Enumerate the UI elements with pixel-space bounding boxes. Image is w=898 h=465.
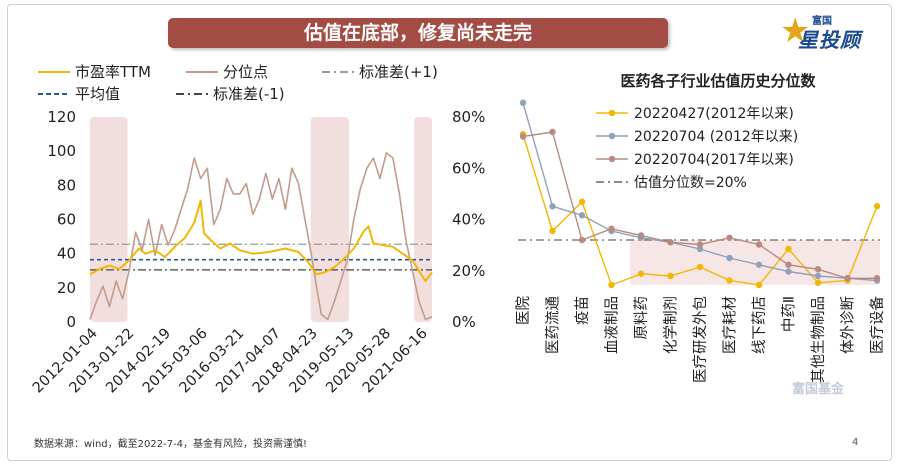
right-legend-label: 20220704 (2012年以来) <box>634 129 798 145</box>
left-y-tick-label: 60 <box>57 211 76 229</box>
brand-logo: ★ 富国 星投顾 <box>778 8 888 52</box>
series-3-point <box>667 239 674 246</box>
star-icon: ★ <box>780 11 811 51</box>
left-y-tick-label: 20 <box>57 279 76 297</box>
right-legend-marker <box>608 109 616 117</box>
category-label: 其他生物制品 <box>810 296 827 383</box>
category-label: 中药Ⅱ <box>781 296 798 332</box>
series-3-point <box>726 234 733 241</box>
logo-text: 星投顾 <box>798 28 861 52</box>
series-2-point <box>549 203 556 210</box>
category-label: 体外诊断 <box>840 296 857 354</box>
right-legend-marker <box>608 132 616 140</box>
left-y-tick-label: 0 <box>66 313 76 331</box>
series-1-point <box>726 277 733 284</box>
series-1-point <box>873 203 881 210</box>
percentile-series-line <box>89 152 433 321</box>
series-1-point <box>755 281 763 289</box>
shaded-period-2 <box>310 117 349 322</box>
category-label: 疫苗 <box>574 296 591 325</box>
series-1-point <box>637 270 645 277</box>
category-label: 医院 <box>515 296 532 325</box>
legend-label: 市盈率TTM <box>75 63 151 81</box>
right-legend-marker <box>608 155 616 163</box>
category-label: 化学制剂 <box>663 296 680 354</box>
series-2-point <box>785 268 792 275</box>
watermark-text: 富国基金 <box>792 382 845 397</box>
series-2-point <box>696 245 704 253</box>
right-y-tick-label: 60% <box>452 159 485 177</box>
right-chart-title: 医药各子行业估值历史分位数 <box>620 72 816 90</box>
series-3-point <box>637 232 645 239</box>
page-number: 4 <box>852 437 859 448</box>
category-label: 原料药 <box>633 296 650 340</box>
legend-label: 标准差(-1) <box>213 85 285 103</box>
series-3-point <box>814 266 822 273</box>
series-3-point <box>608 225 615 232</box>
legend-label: 平均值 <box>75 85 120 103</box>
series-3-point <box>696 241 704 248</box>
series-3-point <box>873 275 881 282</box>
left-y-tick-label: 100 <box>47 142 76 160</box>
slide-frame <box>7 4 892 461</box>
right-y-tick-label: 40% <box>452 211 485 229</box>
category-label: 医疗研发外包 <box>692 296 709 383</box>
shaded-period-1 <box>90 117 128 322</box>
pe-ttm-series-line <box>89 199 433 282</box>
series-1-point <box>549 227 556 235</box>
data-source-note: 数据来源：wind，截至2022-7-4，基金有风险，投资需谨慎! <box>34 439 308 450</box>
series-2-point <box>519 99 527 106</box>
series-2-point <box>755 261 763 268</box>
right-legend-label: 估值分位数=20% <box>634 175 747 191</box>
right-legend-label: 20220704(2017年以来) <box>634 152 794 168</box>
series-3-point <box>785 261 792 268</box>
category-label: 线下药店 <box>751 296 768 354</box>
series-2-point <box>578 212 586 219</box>
series-3-point <box>755 241 763 248</box>
right-y-tick-label: 80% <box>452 108 485 126</box>
left-y-tick-label: 80 <box>57 176 76 194</box>
right-y-tick-label: 20% <box>452 262 485 280</box>
left-y-tick-label: 40 <box>57 245 76 263</box>
series-2-point <box>726 254 733 262</box>
category-label: 医药流通 <box>545 296 562 354</box>
category-label: 医疗耗材 <box>722 296 739 354</box>
series-3-point <box>549 128 556 136</box>
legend-label: 分位点 <box>223 63 268 81</box>
series-3-point <box>519 133 527 140</box>
series-2-point <box>814 272 822 280</box>
category-label: 血液制品 <box>604 296 621 354</box>
x-tick-label: 2021-06-16 <box>360 326 431 397</box>
right-y-tick-label: 0% <box>452 313 476 331</box>
series-1-point <box>667 272 674 280</box>
series-1-point <box>608 281 615 289</box>
series-3-point <box>844 275 851 282</box>
series-3-point <box>578 236 586 244</box>
left-y-tick-label: 120 <box>47 108 76 126</box>
legend-label: 标准差(+1) <box>359 63 438 81</box>
right-legend-label: 20220427(2012年以来) <box>634 106 794 122</box>
series-1-point <box>696 263 704 271</box>
series-1-point <box>814 279 822 286</box>
series-1-point <box>785 245 792 253</box>
series-1-point <box>578 198 586 205</box>
category-label: 医疗设备 <box>869 296 886 354</box>
banner-title: 估值在底部，修复尚未走完 <box>168 18 668 48</box>
logo-small-text: 富国 <box>812 16 832 27</box>
